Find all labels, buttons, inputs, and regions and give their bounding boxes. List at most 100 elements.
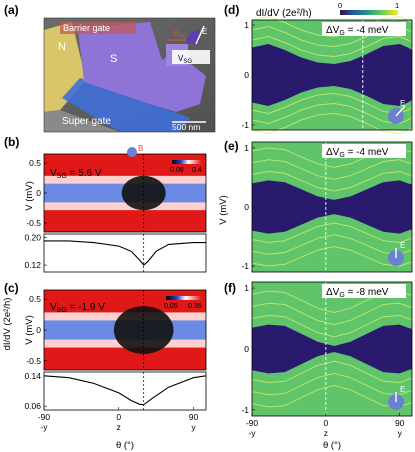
colorbar-d-title: dI/dV (2e²/h)	[256, 8, 312, 19]
colorbar-b-max: 0.4	[192, 167, 202, 174]
field-icon-b-label: B	[138, 144, 143, 153]
xtick-direction: y	[191, 422, 196, 432]
resonance-line	[251, 170, 413, 192]
xlabel-right: θ (°)	[323, 440, 341, 451]
heatmap-gap	[252, 324, 412, 374]
e-field-arrow	[195, 25, 205, 45]
resonance-line	[251, 360, 413, 384]
heatmap-b	[44, 154, 206, 232]
xtick-label: -90	[38, 412, 51, 422]
colorbar-d-max: 1	[395, 1, 399, 10]
label-n: N	[58, 41, 66, 53]
yticks-b-top: 0.5 0 -0.5	[26, 158, 47, 228]
ytick-label: 0	[244, 70, 249, 80]
super-gate	[44, 110, 120, 132]
resonance-line	[251, 302, 413, 326]
ytick-label: 0.12	[24, 260, 41, 270]
ytick-label: -0.5	[26, 218, 41, 228]
xtick-direction: -y	[40, 422, 48, 432]
heatmap-e: E	[251, 142, 413, 272]
e-field-label: E	[400, 385, 405, 394]
heatmap-gap	[252, 44, 412, 106]
resonance-line	[251, 35, 413, 58]
barrier-gate-label-bg	[60, 22, 136, 34]
ytick-label: 0.5	[29, 294, 41, 304]
e-field-label: E	[400, 99, 405, 108]
xlabel-left: θ (°)	[116, 440, 134, 451]
scalebar-label: 500 nm	[172, 122, 200, 132]
ytick-label: 0	[244, 202, 249, 212]
panel-letter-e: (e)	[224, 139, 239, 153]
delta-label-f-bg	[322, 284, 406, 298]
ytick-label: 0	[244, 344, 249, 354]
delta-label-e: ΔVG = -4 meV	[326, 147, 389, 159]
panel-d: (d) dI/dV (2e²/h) 0 1 E ΔVG = -4 meV	[224, 1, 413, 135]
heatmap-minimum	[121, 175, 166, 211]
panel-letter-f: (f)	[224, 281, 236, 295]
xtick-label: 90	[189, 412, 199, 422]
ylabel-b-top: V (mV)	[24, 181, 35, 211]
colorbar-b-min: 0.08	[170, 167, 184, 174]
xtick-direction: -y	[248, 428, 256, 438]
inset-e-label: E	[202, 27, 207, 36]
colorbar-d	[340, 10, 398, 15]
resonance-line	[251, 314, 413, 338]
ytick-label: -1	[241, 261, 249, 271]
yticks-c-top: 0.5 0 -0.5	[26, 294, 47, 366]
yticks-c-bottom: 0.14 0.06	[24, 371, 47, 411]
heatmap-c	[44, 290, 206, 370]
ylabel-left-bottom: dI/dV (2e²/h)	[2, 298, 13, 351]
xticks-left: -90-y 0z 90y	[38, 407, 199, 432]
panel-e: (e) E ΔVG = -4 meV	[224, 139, 413, 273]
ytick-label: 0.5	[29, 158, 41, 168]
resonance-line	[251, 372, 413, 396]
vsg-label-b: VSG = 5.6 V	[50, 168, 102, 180]
panel-f: (f) E ΔVG = -8 meV	[224, 281, 413, 417]
ytick-label: 0.20	[24, 232, 41, 242]
series-line	[44, 240, 206, 266]
colorbar-d-min: 0	[338, 1, 342, 10]
xtick-direction: z	[324, 428, 328, 438]
heatmap-d: E	[251, 15, 413, 135]
field-icon-b	[127, 147, 137, 157]
series-line	[43, 375, 207, 406]
ylabel-right: V (mV)	[218, 195, 229, 225]
lineplot-c	[43, 372, 207, 410]
delta-label-d: ΔVG = -4 meV	[326, 25, 389, 37]
yticks-b-bottom: 0.20 0.12	[24, 232, 47, 270]
inset-b-label: BSO	[173, 29, 187, 40]
e-field-arrow	[395, 105, 406, 117]
heatmap-f: E	[251, 282, 413, 416]
vsg-label-c: VSG = -1.9 V	[50, 302, 105, 314]
resonance-line	[251, 222, 413, 244]
yticks-right: 1 0 -1 1 0 -1 1 0 -1	[241, 20, 255, 415]
colorbar-c	[166, 296, 202, 300]
lineplot-b-frame	[43, 233, 207, 273]
xtick-label: 90	[395, 418, 405, 428]
xtick-label: 0	[323, 418, 328, 428]
panel-letter-a: (a)	[4, 3, 19, 17]
xtick-direction: z	[117, 422, 121, 432]
ytick-label: -1	[241, 405, 249, 415]
resonance-line	[251, 159, 413, 180]
panel-letter-d: (d)	[224, 3, 239, 17]
ytick-label: 0.14	[24, 371, 41, 381]
vsg-box	[172, 50, 210, 64]
ytick-label: 1	[244, 20, 249, 30]
barrier-gate	[62, 78, 190, 132]
ytick-label: -0.5	[26, 356, 41, 366]
xtick-label: 0	[116, 412, 121, 422]
panel-c: (c) VSG = -1.9 V 0.05 0.35 0.5 0 -0.5 V (m…	[4, 281, 207, 411]
ytick-label: 1	[244, 283, 249, 293]
colorbar-c-min: 0.05	[164, 303, 178, 310]
panel-a: (a) N S Barrier gate Super gate 500 nm B…	[4, 3, 216, 133]
delta-label-d-bg	[322, 22, 406, 36]
ytick-label: 0.06	[24, 401, 41, 411]
field-inset-sector	[186, 30, 200, 44]
ytick-label: -1	[241, 120, 249, 130]
e-field-label: E	[400, 241, 405, 250]
ytick-label: 0	[36, 325, 41, 335]
ylabel-c-top: V (mV)	[24, 315, 35, 345]
lineplot-b	[44, 234, 206, 272]
